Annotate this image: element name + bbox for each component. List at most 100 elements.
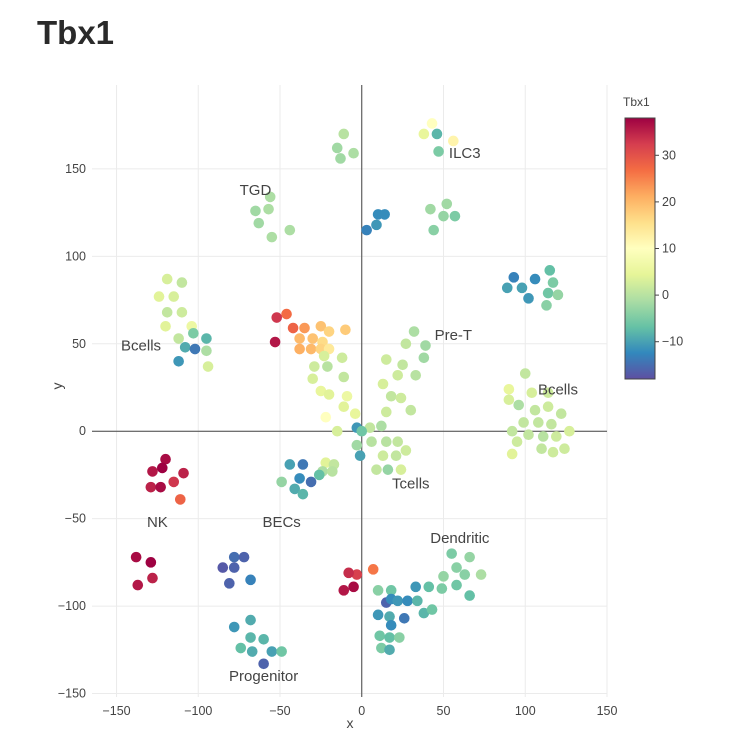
scatter-point[interactable] [323, 389, 335, 400]
scatter-point[interactable] [536, 443, 547, 455]
scatter-point[interactable] [258, 658, 269, 670]
scatter-point[interactable] [464, 551, 475, 563]
scatter-point[interactable] [402, 595, 413, 607]
data-points[interactable] [130, 118, 575, 670]
scatter-point[interactable] [145, 557, 157, 568]
scatter-point[interactable] [384, 632, 395, 643]
scatter-point[interactable] [518, 417, 529, 428]
scatter-point[interactable] [364, 422, 376, 434]
scatter-point[interactable] [331, 142, 343, 154]
scatter-point[interactable] [160, 453, 171, 465]
scatter-point[interactable] [451, 579, 462, 591]
scatter-point[interactable] [188, 327, 199, 339]
scatter-point[interactable] [153, 291, 165, 302]
scatter-point[interactable] [266, 231, 278, 243]
scatter-point[interactable] [173, 355, 184, 367]
scatter-point[interactable] [287, 322, 299, 334]
scatter-point[interactable] [385, 620, 397, 631]
scatter-point[interactable] [189, 343, 201, 355]
scatter-point[interactable] [523, 429, 534, 441]
scatter-point[interactable] [390, 450, 402, 461]
scatter-point[interactable] [284, 224, 296, 236]
scatter-point[interactable] [366, 436, 377, 448]
scatter-point[interactable] [271, 312, 283, 323]
scatter-point[interactable] [464, 590, 475, 601]
scatter-point[interactable] [361, 224, 372, 236]
scatter-point[interactable] [176, 307, 188, 318]
scatter-point[interactable] [338, 585, 350, 596]
scatter-point[interactable] [544, 265, 556, 276]
scatter-point[interactable] [418, 352, 430, 364]
scatter-point[interactable] [438, 210, 449, 222]
scatter-point[interactable] [519, 368, 531, 379]
scatter-point[interactable] [438, 571, 449, 582]
scatter-point[interactable] [400, 445, 412, 456]
scatter-point[interactable] [201, 333, 212, 344]
scatter-point[interactable] [511, 436, 523, 448]
scatter-point[interactable] [351, 439, 363, 451]
scatter-point[interactable] [542, 401, 554, 413]
scatter-point[interactable] [418, 128, 430, 140]
scatter-point[interactable] [523, 293, 534, 304]
scatter-point[interactable] [351, 569, 363, 580]
scatter-point[interactable] [384, 644, 395, 656]
scatter-point[interactable] [160, 321, 171, 332]
scatter-point[interactable] [384, 611, 395, 622]
scatter-point[interactable] [322, 361, 333, 372]
scatter-point[interactable] [294, 333, 305, 344]
scatter-point[interactable] [397, 359, 408, 371]
scatter-point[interactable] [178, 467, 189, 479]
scatter-point[interactable] [246, 646, 258, 657]
scatter-point[interactable] [157, 462, 168, 474]
scatter-point[interactable] [526, 387, 538, 399]
scatter-point[interactable] [305, 476, 317, 488]
scatter-point[interactable] [238, 551, 250, 563]
scatter-point[interactable] [327, 466, 338, 477]
scatter-point[interactable] [542, 387, 554, 399]
scatter-point[interactable] [258, 633, 269, 645]
scatter-point[interactable] [245, 614, 256, 626]
scatter-point[interactable] [349, 408, 361, 420]
scatter-point[interactable] [449, 210, 461, 222]
scatter-point[interactable] [168, 476, 180, 488]
scatter-point[interactable] [343, 567, 354, 579]
scatter-point[interactable] [372, 609, 384, 621]
scatter-point[interactable] [400, 338, 412, 350]
scatter-point[interactable] [161, 307, 173, 318]
scatter-point[interactable] [367, 564, 379, 575]
scatter-point[interactable] [155, 481, 166, 493]
scatter-point[interactable] [459, 569, 471, 580]
scatter-point[interactable] [395, 464, 407, 475]
scatter-point[interactable] [392, 369, 404, 381]
scatter-point[interactable] [168, 291, 180, 302]
scatter-point[interactable] [380, 406, 392, 418]
scatter-point[interactable] [392, 436, 404, 448]
scatter-point[interactable] [263, 203, 274, 215]
scatter-point[interactable] [179, 341, 191, 353]
scatter-point[interactable] [436, 583, 448, 594]
scatter-point[interactable] [516, 282, 528, 294]
scatter-point[interactable] [446, 548, 457, 559]
scatter-point[interactable] [348, 147, 359, 159]
scatter-point[interactable] [420, 340, 431, 351]
scatter-point[interactable] [264, 191, 276, 203]
scatter-point[interactable] [546, 418, 557, 430]
scatter-point[interactable] [245, 574, 256, 586]
scatter-point[interactable] [408, 326, 420, 337]
scatter-point[interactable] [547, 277, 559, 288]
scatter-point[interactable] [410, 581, 422, 593]
scatter-point[interactable] [398, 613, 410, 624]
scatter-point[interactable] [377, 450, 389, 461]
scatter-point[interactable] [379, 209, 390, 220]
scatter-point[interactable] [335, 153, 346, 164]
scatter-point[interactable] [410, 369, 422, 381]
scatter-point[interactable] [174, 494, 186, 505]
scatter-point[interactable] [354, 450, 366, 461]
scatter-point[interactable] [307, 333, 319, 344]
scatter-point[interactable] [405, 404, 417, 416]
scatter-point[interactable] [555, 408, 567, 420]
scatter-point[interactable] [559, 443, 570, 455]
scatter-point[interactable] [385, 390, 397, 402]
scatter-point[interactable] [380, 436, 392, 448]
scatter-point[interactable] [341, 390, 353, 402]
